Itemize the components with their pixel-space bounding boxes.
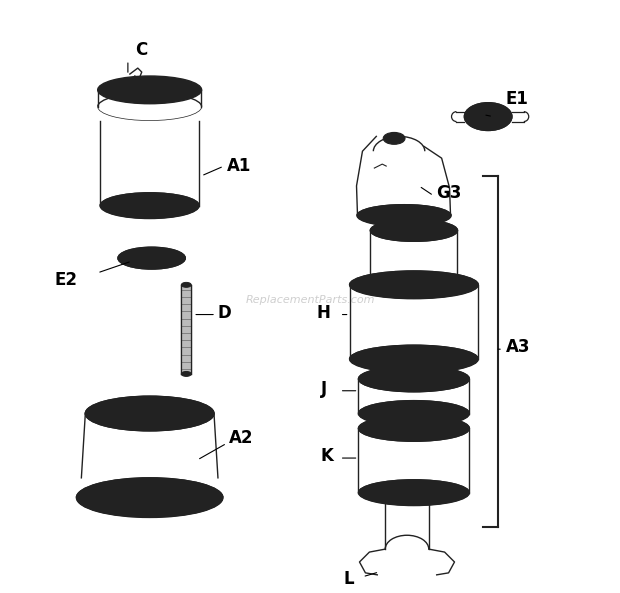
Ellipse shape [181, 282, 191, 288]
Ellipse shape [358, 366, 469, 392]
Bar [181, 285, 191, 374]
Text: H: H [317, 304, 331, 321]
Text: L: L [343, 570, 354, 588]
Text: E1: E1 [506, 90, 529, 108]
Text: J: J [321, 380, 327, 398]
Ellipse shape [358, 401, 469, 426]
Ellipse shape [76, 478, 223, 518]
Text: A2: A2 [229, 429, 254, 447]
Ellipse shape [98, 76, 202, 104]
Ellipse shape [118, 247, 185, 269]
Ellipse shape [370, 219, 458, 241]
Ellipse shape [357, 205, 451, 227]
Text: D: D [218, 304, 232, 321]
Text: G3: G3 [436, 184, 461, 202]
Ellipse shape [358, 480, 469, 506]
Ellipse shape [100, 193, 199, 219]
Ellipse shape [146, 87, 154, 93]
Text: A3: A3 [506, 338, 531, 356]
Ellipse shape [464, 103, 512, 130]
Ellipse shape [86, 396, 214, 431]
Text: C: C [135, 42, 147, 59]
Ellipse shape [350, 271, 478, 299]
Ellipse shape [350, 345, 478, 373]
Ellipse shape [358, 416, 469, 441]
Text: E2: E2 [55, 271, 78, 289]
Text: K: K [321, 447, 334, 465]
Text: ReplacementParts.com: ReplacementParts.com [246, 295, 374, 305]
Ellipse shape [383, 132, 405, 144]
Ellipse shape [181, 371, 191, 377]
Text: A1: A1 [227, 157, 251, 175]
